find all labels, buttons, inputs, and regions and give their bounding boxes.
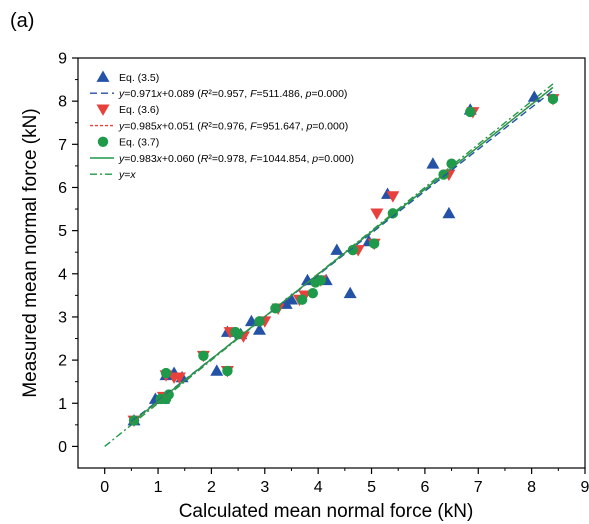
x-axis-title: Calculated mean normal force (kN)	[179, 501, 474, 522]
x-tick-label: 1	[154, 479, 163, 496]
legend-fit-label: y=0.985x+0.051 (R²=0.976, F=951.647, p=0…	[118, 120, 348, 132]
data-point-3	[160, 367, 172, 379]
y-tick-label: 3	[58, 309, 67, 326]
legend-series-label: Eq. (3.6)	[119, 104, 159, 116]
legend-series-label: Eq. (3.7)	[119, 137, 159, 149]
x-tick-label: 4	[314, 479, 323, 496]
data-point-3	[347, 244, 359, 256]
data-point-3	[307, 288, 319, 299]
data-point-3	[368, 238, 380, 249]
fit-line-3	[130, 86, 554, 424]
y-tick-label: 2	[58, 353, 67, 370]
legend: Eq. (3.5) y=0.971x+0.089 (R²=0.957, F=511…	[90, 70, 354, 181]
y-tick-label: 8	[58, 94, 67, 111]
data-point-3	[163, 389, 174, 400]
data-point-1	[343, 286, 357, 299]
data-point-3	[465, 106, 476, 118]
y-tick-label: 5	[58, 223, 67, 240]
data-point-1	[284, 293, 298, 305]
y-tick-label: 0	[58, 439, 67, 456]
data-point-3	[198, 350, 209, 361]
data-point-3	[547, 93, 559, 105]
panel-label: (a)	[10, 10, 34, 32]
data-point-1	[252, 323, 266, 335]
y-tick-label: 9	[58, 51, 67, 68]
x-tick-label: 8	[527, 479, 536, 496]
x-tick-label: 7	[474, 479, 483, 496]
y-tick-label: 1	[58, 396, 67, 413]
legend-marker-3	[97, 136, 109, 147]
x-tick-label: 5	[367, 479, 376, 496]
y-axis-title: Measured mean normal force (kN)	[20, 108, 41, 397]
data-point-2	[370, 208, 384, 220]
data-point-1	[330, 243, 344, 255]
x-tick-label: 6	[420, 479, 429, 496]
data-point-2	[386, 191, 400, 203]
x-tick-label: 2	[207, 479, 216, 496]
y-tick-label: 4	[58, 266, 67, 283]
data-point-3	[232, 329, 244, 340]
x-tick-label: 9	[581, 479, 589, 496]
data-point-1	[426, 157, 440, 169]
legend-fit-label: y=0.983x+0.060 (R²=0.978, F=1044.854, p=…	[118, 153, 354, 165]
legend-fit-label: y=0.971x+0.089 (R²=0.957, F=511.486, p=0…	[118, 88, 347, 100]
plot-frame	[77, 57, 586, 469]
data-point-3	[315, 275, 327, 286]
legend-reference-label: y=x	[118, 169, 136, 181]
data-point-1	[210, 364, 224, 376]
data-point-3	[222, 365, 233, 377]
legend-marker-2	[96, 104, 110, 116]
y-tick-label: 7	[58, 137, 67, 154]
legend-marker-1	[96, 70, 110, 82]
data-point-2	[172, 372, 186, 384]
legend-series-label: Eq. (3.5)	[119, 72, 159, 84]
x-tick-label: 0	[100, 479, 109, 496]
data-point-1	[442, 206, 456, 219]
y-tick-label: 6	[58, 180, 67, 197]
plot-area: 0 0 1 1 2 2 3 3 4 4 5 5 6 6 7 7 8 8 9 9	[58, 51, 589, 497]
data-point-3	[296, 294, 308, 305]
x-tick-label: 3	[260, 479, 269, 496]
